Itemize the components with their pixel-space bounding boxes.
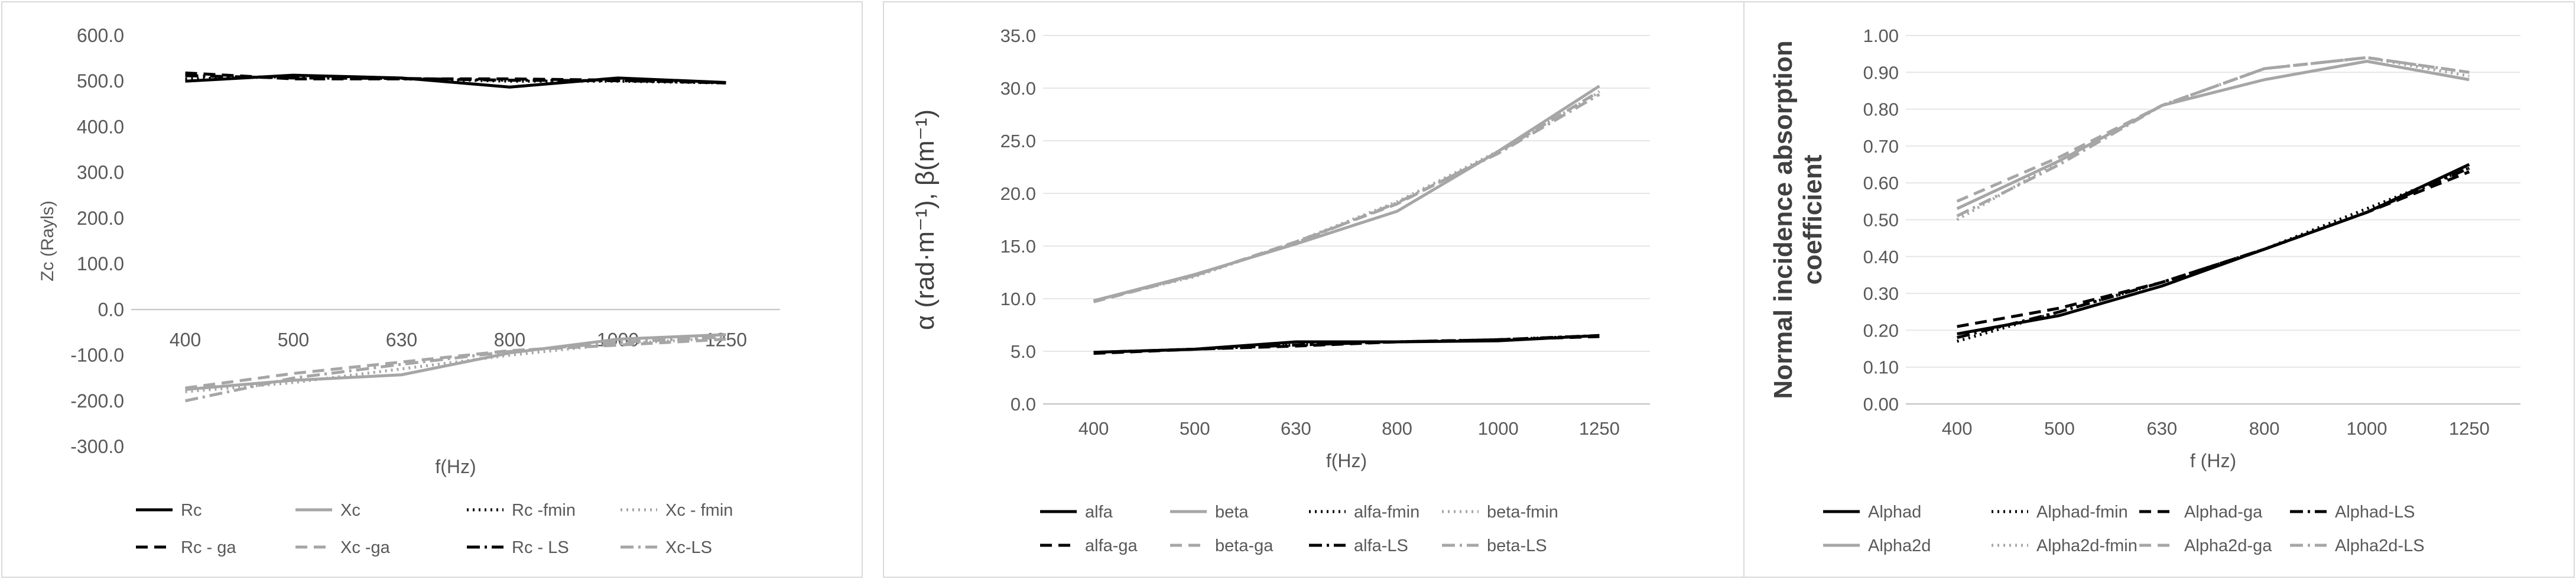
legend-label: Rc -fmin bbox=[512, 501, 576, 520]
x-tick-label: 400 bbox=[1942, 418, 1973, 439]
legend-label: Xc bbox=[340, 501, 360, 520]
x-axis-title: f (Hz) bbox=[2190, 450, 2236, 471]
y-axis-title: Normal incidence absorptioncoefficient bbox=[1769, 40, 1827, 399]
y-tick-label: 0.40 bbox=[1863, 247, 1899, 267]
x-tick-label: 800 bbox=[1382, 418, 1412, 439]
y-tick-label: -300.0 bbox=[70, 436, 124, 457]
x-tick-label: 1000 bbox=[2347, 418, 2387, 439]
legend-label: Alpha2d bbox=[1868, 536, 1931, 555]
legend: alfa beta alfa-fmin beta-fmin alfa-ga beta-ga… bbox=[1040, 503, 1558, 555]
y-tick-label: 400.0 bbox=[77, 116, 124, 137]
x-tick-label: 1000 bbox=[1478, 418, 1519, 439]
y-tick-label: 0.80 bbox=[1863, 99, 1899, 120]
y-tick-label: 0.0 bbox=[1011, 394, 1036, 415]
y-tick-label: -200.0 bbox=[70, 390, 124, 412]
legend-label: Alphad-ga bbox=[2184, 503, 2263, 522]
legend: Rc Xc Rc -fmin Xc - fmin Rc - ga Xc -ga Rc - L… bbox=[136, 501, 733, 557]
y-tick-label: 0.10 bbox=[1863, 357, 1899, 378]
x-axis-title: f(Hz) bbox=[435, 456, 476, 477]
y-tick-label: 30.0 bbox=[1000, 78, 1036, 99]
legend-label: Xc-LS bbox=[665, 538, 712, 557]
y-tick-label: 600.0 bbox=[77, 25, 124, 46]
legend-label: Rc - ga bbox=[181, 538, 236, 557]
chart-frame bbox=[1, 1, 863, 578]
x-tick-label: 800 bbox=[494, 329, 525, 350]
chart-2: 0.0 5.0 10.0 15.0 20.0 25.0 30.0 35.0 400 500 630 8… bbox=[883, 1, 1745, 578]
x-tick-label: 400 bbox=[1079, 418, 1109, 439]
x-tick-label: 500 bbox=[278, 329, 309, 350]
y-tick-label: 15.0 bbox=[1000, 236, 1036, 257]
series-line-xc bbox=[185, 333, 726, 391]
x-tick-label: 1250 bbox=[1579, 418, 1620, 439]
y-tick-label: 300.0 bbox=[77, 162, 124, 183]
x-tick-label: 500 bbox=[2044, 418, 2075, 439]
chart-frame bbox=[1743, 1, 2575, 578]
y-tick-label: 0.60 bbox=[1863, 173, 1899, 193]
y-tick-label: 0.70 bbox=[1863, 136, 1899, 157]
y-tick-label: 0.30 bbox=[1863, 283, 1899, 304]
legend-label: Alpha2d-fmin bbox=[2036, 536, 2138, 555]
y-tick-label: 200.0 bbox=[77, 208, 124, 229]
y-tick-label: 1.00 bbox=[1863, 25, 1899, 46]
legend-label: Alphad-LS bbox=[2335, 503, 2415, 522]
legend: Alphad Alphad-fmin Alphad-ga Alphad-LS Alpha… bbox=[1823, 503, 2425, 555]
legend-label: Rc - LS bbox=[512, 538, 569, 557]
legend-label: Alpha2d-ga bbox=[2184, 536, 2272, 555]
y-tick-label: 0.20 bbox=[1863, 320, 1899, 341]
chart-3: 0.00 0.10 0.20 0.30 0.40 0.50 0.60 0.70 0.80 0.90… bbox=[1743, 1, 2575, 578]
legend-label: alfa-fmin bbox=[1354, 503, 1419, 522]
legend-label: beta bbox=[1215, 503, 1249, 522]
y-tick-label: 0.0 bbox=[98, 299, 124, 320]
x-tick-label: 500 bbox=[1180, 418, 1210, 439]
chart-1: -300.0 -200.0 -100.0 0.0 100.0 200.0 300.0 400.… bbox=[1, 1, 863, 578]
y-tick-label: 0.00 bbox=[1863, 394, 1899, 415]
x-axis-title: f(Hz) bbox=[1326, 450, 1367, 471]
x-tick-label: 630 bbox=[1281, 418, 1311, 439]
series-line-alphad-ls bbox=[1957, 166, 2470, 339]
legend-label: Alpha2d-LS bbox=[2335, 536, 2425, 555]
legend-label: alfa-ga bbox=[1085, 536, 1138, 555]
legend-label: beta-LS bbox=[1487, 536, 1547, 555]
series-line-xc-ls bbox=[184, 335, 726, 403]
y-tick-label: 5.0 bbox=[1011, 341, 1036, 362]
y-tick-label: -100.0 bbox=[70, 345, 124, 366]
y-tick-label: 100.0 bbox=[77, 253, 124, 274]
legend-label: Alphad bbox=[1868, 503, 1921, 522]
x-tick-label: 1250 bbox=[705, 329, 747, 350]
legend-label: alfa bbox=[1085, 503, 1113, 522]
series-line-alfa-ls bbox=[1093, 334, 1600, 354]
y-tick-label: 500.0 bbox=[77, 70, 124, 92]
x-tick-label: 1250 bbox=[2449, 418, 2490, 439]
legend-label: Rc bbox=[181, 501, 202, 520]
y-tick-label: 10.0 bbox=[1000, 289, 1036, 309]
y-tick-label: 0.90 bbox=[1863, 62, 1899, 83]
legend-label: Xc - fmin bbox=[665, 501, 733, 520]
x-tick-label: 400 bbox=[170, 329, 201, 350]
x-tick-label: 630 bbox=[386, 329, 417, 350]
y-axis-title: α (rad·m⁻¹), β(m⁻¹) bbox=[911, 109, 940, 330]
x-tick-label: 800 bbox=[2249, 418, 2280, 439]
series-line-xc-fmin bbox=[185, 336, 726, 393]
chart-frame bbox=[883, 1, 1745, 578]
x-tick-label: 630 bbox=[2146, 418, 2177, 439]
y-tick-label: 0.50 bbox=[1863, 210, 1899, 231]
series-line-beta-ls bbox=[1093, 93, 1600, 302]
legend-label: beta-fmin bbox=[1487, 503, 1558, 522]
y-tick-label: 20.0 bbox=[1000, 183, 1036, 204]
legend-label: Alphad-fmin bbox=[2036, 503, 2128, 522]
y-axis-title: Zc (Rayls) bbox=[38, 200, 57, 282]
series-line-alpha2d bbox=[1956, 60, 2470, 211]
legend-label: beta-ga bbox=[1215, 536, 1274, 555]
y-tick-label: 25.0 bbox=[1000, 131, 1036, 151]
legend-label: alfa-LS bbox=[1354, 536, 1408, 555]
series-line-beta-ga bbox=[1093, 90, 1600, 303]
legend-label: Xc -ga bbox=[340, 538, 391, 557]
y-tick-label: 35.0 bbox=[1000, 25, 1036, 46]
series-line-rc-ls bbox=[185, 74, 726, 85]
series-line-alpha2d-ga bbox=[1956, 56, 2470, 203]
